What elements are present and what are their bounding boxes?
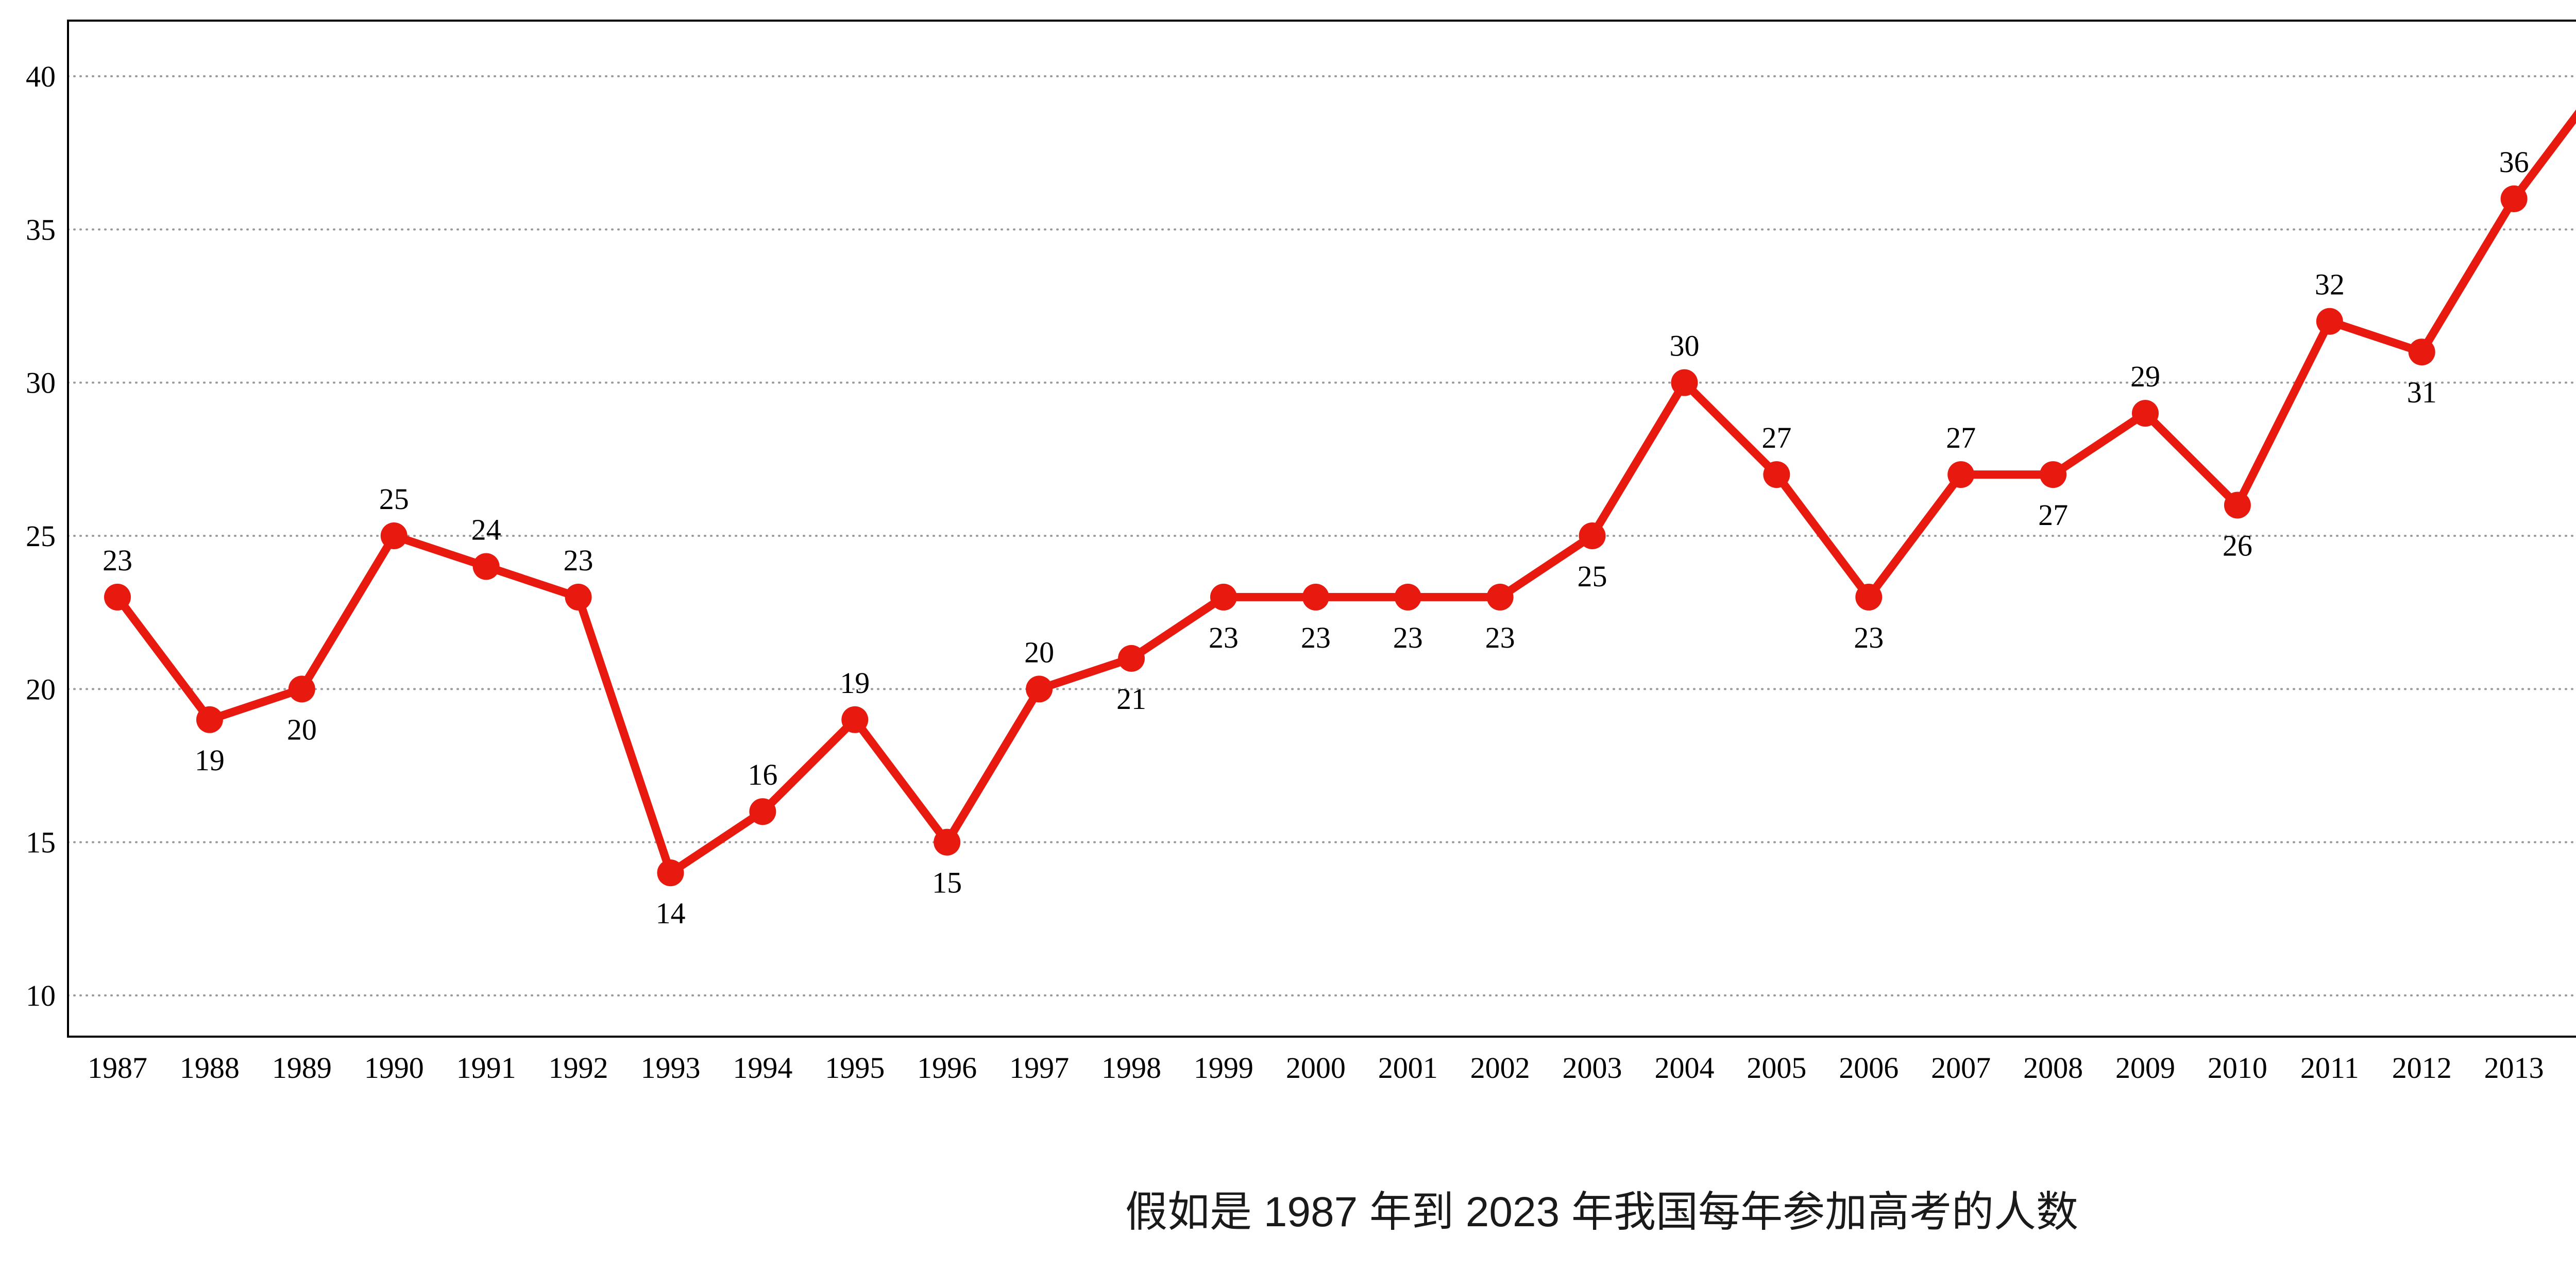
svg-text:29: 29	[2130, 360, 2160, 393]
svg-text:2011: 2011	[2300, 1051, 2359, 1085]
data-point	[2040, 461, 2067, 488]
svg-text:2001: 2001	[1378, 1051, 1438, 1085]
svg-text:30: 30	[1669, 329, 1699, 363]
svg-text:14: 14	[655, 896, 685, 930]
svg-text:23: 23	[103, 544, 132, 577]
svg-text:31: 31	[2407, 376, 2437, 409]
data-point	[934, 828, 961, 856]
svg-text:2007: 2007	[1931, 1051, 1991, 1085]
svg-text:1993: 1993	[640, 1051, 700, 1085]
svg-text:1997: 1997	[1009, 1051, 1069, 1085]
data-point	[1947, 461, 1975, 488]
data-point	[196, 706, 223, 733]
svg-text:1994: 1994	[733, 1051, 792, 1085]
data-point	[380, 522, 408, 549]
svg-text:15: 15	[26, 826, 56, 859]
data-point	[2408, 339, 2435, 366]
svg-text:40: 40	[26, 60, 56, 93]
svg-text:20: 20	[1024, 635, 1054, 669]
svg-text:2006: 2006	[1839, 1051, 1899, 1085]
svg-text:23: 23	[564, 544, 594, 577]
svg-text:1998: 1998	[1101, 1051, 1161, 1085]
data-point	[1118, 645, 1145, 672]
svg-text:26: 26	[2223, 529, 2252, 563]
svg-text:35: 35	[26, 213, 56, 246]
svg-text:2003: 2003	[1563, 1051, 1622, 1085]
svg-text:1996: 1996	[917, 1051, 977, 1085]
svg-text:25: 25	[1578, 560, 1607, 593]
svg-text:1995: 1995	[825, 1051, 885, 1085]
svg-text:21: 21	[1116, 682, 1146, 716]
svg-text:2002: 2002	[1470, 1051, 1530, 1085]
data-point	[1026, 675, 1053, 703]
svg-text:2010: 2010	[2208, 1051, 2267, 1085]
svg-text:23: 23	[1393, 621, 1423, 654]
data-point	[1302, 583, 1329, 611]
svg-text:1990: 1990	[364, 1051, 424, 1085]
data-point	[2224, 492, 2251, 519]
svg-text:23: 23	[1209, 621, 1239, 654]
svg-text:23: 23	[1301, 621, 1331, 654]
chart-title: 假如是 1987 年到 2023 年我国每年参加高考的人数	[1125, 1189, 2078, 1236]
data-point	[749, 798, 776, 825]
svg-text:19: 19	[195, 743, 225, 777]
svg-text:2008: 2008	[2023, 1051, 2083, 1085]
svg-text:2005: 2005	[1747, 1051, 1806, 1085]
data-point	[2316, 308, 2343, 335]
svg-text:36: 36	[2499, 145, 2529, 179]
svg-text:24: 24	[471, 513, 501, 546]
svg-text:15: 15	[932, 866, 962, 900]
svg-text:25: 25	[379, 482, 409, 516]
data-point	[1394, 583, 1421, 611]
svg-text:20: 20	[26, 672, 56, 706]
data-point	[1210, 583, 1237, 611]
data-point	[2500, 185, 2528, 212]
data-point	[1763, 461, 1790, 488]
data-point	[472, 553, 500, 580]
svg-text:30: 30	[26, 366, 56, 400]
data-point	[1671, 369, 1698, 396]
data-point	[288, 675, 315, 703]
svg-text:19: 19	[840, 666, 870, 700]
data-point	[1579, 522, 1606, 549]
svg-text:2009: 2009	[2115, 1051, 2175, 1085]
svg-text:2004: 2004	[1654, 1051, 1714, 1085]
svg-text:1987: 1987	[88, 1051, 147, 1085]
svg-text:1989: 1989	[272, 1051, 332, 1085]
data-point	[565, 583, 592, 611]
data-point	[1486, 583, 1514, 611]
svg-text:10: 10	[26, 979, 56, 1012]
svg-text:1999: 1999	[1194, 1051, 1253, 1085]
data-point	[104, 583, 131, 611]
data-point	[841, 706, 869, 733]
svg-text:2012: 2012	[2392, 1051, 2452, 1085]
svg-text:16: 16	[748, 758, 777, 791]
data-point	[657, 859, 684, 887]
svg-text:1988: 1988	[180, 1051, 240, 1085]
svg-text:1991: 1991	[456, 1051, 516, 1085]
svg-text:1992: 1992	[549, 1051, 608, 1085]
svg-text:27: 27	[1946, 421, 1976, 454]
data-point	[1855, 583, 1883, 611]
data-point	[2132, 400, 2159, 427]
svg-text:32: 32	[2315, 268, 2345, 301]
svg-text:27: 27	[1761, 421, 1791, 454]
svg-text:2013: 2013	[2484, 1051, 2544, 1085]
svg-text:27: 27	[2038, 498, 2068, 532]
svg-text:23: 23	[1854, 621, 1884, 654]
svg-text:2000: 2000	[1286, 1051, 1346, 1085]
svg-text:25: 25	[26, 519, 56, 553]
svg-text:20: 20	[287, 713, 317, 746]
svg-text:23: 23	[1485, 621, 1515, 654]
